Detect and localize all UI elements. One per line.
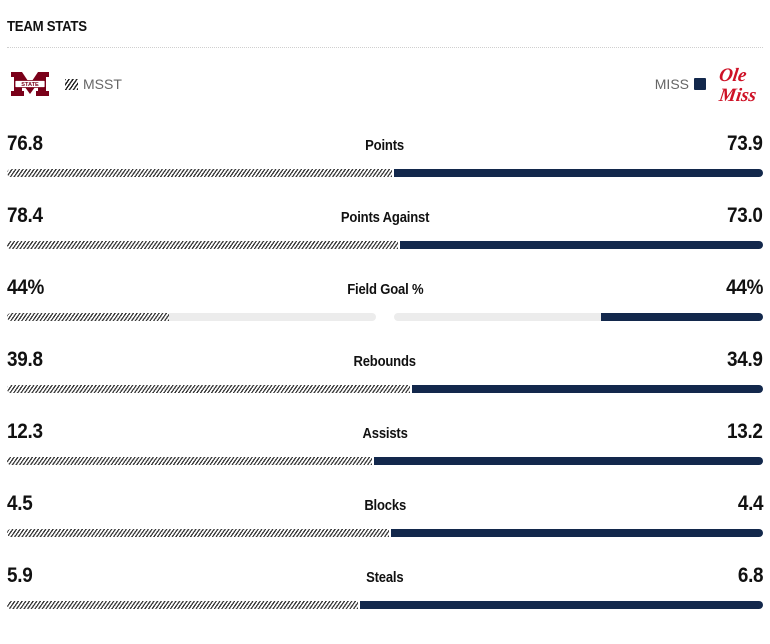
stats-list: 76.8 Points 73.9 78.4 Points Against 73.0 44% F… bbox=[7, 108, 763, 612]
section-title: TEAM STATS bbox=[7, 18, 87, 35]
msst-logo-icon: STATE bbox=[11, 72, 49, 96]
stat-label-text: Rebounds bbox=[353, 354, 417, 370]
stat-label: Points Against bbox=[7, 210, 763, 226]
away-stat-value: 4.5 bbox=[7, 492, 33, 515]
comparison-bar bbox=[7, 169, 763, 177]
away-pattern-swatch bbox=[65, 78, 78, 90]
comparison-bar bbox=[7, 313, 763, 321]
logo-text-ole: Ole bbox=[718, 65, 749, 86]
comparison-bar bbox=[7, 529, 763, 537]
home-share-bar bbox=[394, 169, 763, 177]
away-share-bar bbox=[7, 385, 410, 393]
away-pct-fill bbox=[7, 313, 170, 321]
stat-label-text: Points bbox=[365, 138, 405, 154]
home-pct-track bbox=[394, 313, 763, 321]
home-color-swatch bbox=[694, 78, 706, 90]
comparison-bar bbox=[7, 385, 763, 393]
stat-label-text: Field Goal % bbox=[346, 282, 424, 298]
home-share-bar bbox=[374, 457, 763, 465]
logo-text-miss: Miss bbox=[718, 85, 758, 106]
away-team-legend: STATE MSST bbox=[9, 68, 122, 100]
home-pct-fill bbox=[600, 313, 763, 321]
home-share-bar bbox=[400, 241, 763, 249]
stat-label: Points bbox=[7, 138, 763, 154]
stat-row: 12.3 Assists 13.2 bbox=[7, 396, 763, 468]
away-pct-track bbox=[7, 313, 376, 321]
stat-row: 78.4 Points Against 73.0 bbox=[7, 180, 763, 252]
away-share-bar bbox=[7, 169, 392, 177]
stat-label: Steals bbox=[7, 570, 763, 586]
away-stat-value: 12.3 bbox=[7, 420, 43, 443]
stat-label-text: Points Against bbox=[340, 210, 430, 226]
home-stat-value: 34.9 bbox=[727, 348, 763, 371]
away-stat-value: 76.8 bbox=[7, 132, 43, 155]
stat-row: 39.8 Rebounds 34.9 bbox=[7, 324, 763, 396]
stat-label: Assists bbox=[7, 426, 763, 442]
home-team-abbr: MISS bbox=[654, 76, 689, 92]
stat-row: 76.8 Points 73.9 bbox=[7, 108, 763, 180]
away-team-abbr: MSST bbox=[83, 76, 122, 92]
stat-label-text: Blocks bbox=[364, 498, 406, 514]
home-stat-value: 4.4 bbox=[737, 492, 764, 515]
home-stat-value: 73.9 bbox=[727, 132, 763, 155]
home-stat-value: 6.8 bbox=[737, 564, 764, 587]
stat-row: 4.5 Blocks 4.4 bbox=[7, 468, 763, 540]
home-stat-value: 73.0 bbox=[727, 204, 763, 227]
away-stat-value: 5.9 bbox=[7, 564, 33, 587]
away-stat-value: 78.4 bbox=[7, 204, 43, 227]
away-share-bar bbox=[7, 241, 398, 249]
away-share-bar bbox=[7, 457, 372, 465]
away-stat-value: 44% bbox=[7, 276, 45, 299]
ole-miss-logo-icon: Ole Miss bbox=[718, 65, 758, 106]
away-share-bar bbox=[7, 529, 389, 537]
svg-text:STATE: STATE bbox=[21, 82, 39, 88]
comparison-bar bbox=[7, 241, 763, 249]
comparison-bar bbox=[7, 601, 763, 609]
home-stat-value: 13.2 bbox=[727, 420, 763, 443]
comparison-bar bbox=[7, 457, 763, 465]
stat-label-text: Steals bbox=[366, 570, 404, 586]
away-share-bar bbox=[7, 601, 358, 609]
home-share-bar bbox=[360, 601, 763, 609]
team-stats-header: TEAM STATS bbox=[7, 18, 763, 48]
home-share-bar bbox=[391, 529, 763, 537]
stat-row: 5.9 Steals 6.8 bbox=[7, 540, 763, 612]
home-stat-value: 44% bbox=[725, 276, 763, 299]
home-share-bar bbox=[412, 385, 763, 393]
stat-label: Blocks bbox=[7, 498, 763, 514]
stat-row: 44% Field Goal % 44% bbox=[7, 252, 763, 324]
away-stat-value: 39.8 bbox=[7, 348, 43, 371]
home-team-legend: MISS Ole Miss bbox=[654, 64, 764, 106]
stat-label-text: Assists bbox=[362, 426, 408, 442]
stat-label: Rebounds bbox=[7, 354, 763, 370]
stat-label: Field Goal % bbox=[7, 282, 763, 298]
